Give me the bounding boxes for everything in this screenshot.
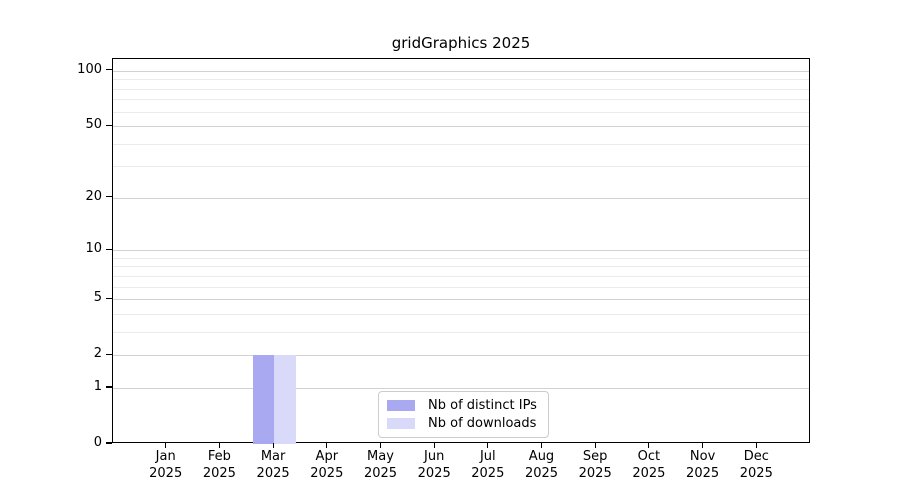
x-tick-label-oct: Oct 2025 bbox=[617, 449, 681, 482]
x-tick-month: Sep bbox=[582, 449, 608, 464]
y-tick-mark bbox=[106, 248, 112, 250]
x-tick-year: 2025 bbox=[632, 465, 666, 481]
gridline-minor bbox=[113, 313, 809, 315]
legend: Nb of distinct IPs Nb of downloads bbox=[378, 391, 549, 438]
x-tick-year: 2025 bbox=[524, 465, 559, 481]
x-tick-year: 2025 bbox=[149, 465, 183, 481]
x-tick-year: 2025 bbox=[471, 465, 505, 481]
y-tick-mark bbox=[106, 124, 112, 126]
x-tick-label-mar: Mar 2025 bbox=[241, 449, 305, 482]
x-tick-label-feb: Feb 2025 bbox=[187, 449, 251, 482]
legend-entry-downloads: Nb of downloads bbox=[387, 416, 537, 431]
plot-area bbox=[112, 58, 810, 444]
x-tick-label-apr: Apr 2025 bbox=[295, 449, 359, 482]
x-tick-mark bbox=[218, 443, 220, 448]
legend-label-downloads: Nb of downloads bbox=[428, 416, 537, 431]
x-tick-mark bbox=[755, 443, 757, 448]
x-tick-label-aug: Aug 2025 bbox=[510, 449, 574, 482]
gridline-minor bbox=[113, 111, 809, 113]
gridline-minor bbox=[113, 143, 809, 145]
x-tick-month: May bbox=[367, 449, 394, 464]
gridline-minor bbox=[113, 99, 809, 101]
x-tick-month: Nov bbox=[689, 449, 716, 464]
y-tick-mark bbox=[106, 297, 112, 299]
bar-downloads-mar-2025 bbox=[274, 355, 296, 444]
x-tick-month: Jun bbox=[424, 449, 445, 464]
x-tick-label-dec: Dec 2025 bbox=[724, 449, 788, 482]
x-tick-mark bbox=[702, 443, 704, 448]
x-tick-month: Feb bbox=[207, 449, 231, 464]
legend-entry-distinct-ips: Nb of distinct IPs bbox=[387, 398, 537, 413]
y-tick-mark bbox=[106, 353, 112, 355]
gridline-major bbox=[113, 126, 809, 128]
x-tick-mark bbox=[326, 443, 328, 448]
y-tick-label: 100 bbox=[77, 61, 102, 77]
x-tick-month: Oct bbox=[637, 449, 661, 464]
gridline-major bbox=[113, 250, 809, 252]
gridline-minor bbox=[113, 275, 809, 277]
x-tick-mark bbox=[272, 443, 274, 448]
y-tick-label: 2 bbox=[93, 346, 102, 362]
gridline-minor bbox=[113, 266, 809, 268]
x-tick-year: 2025 bbox=[363, 465, 398, 481]
gridline-major bbox=[113, 197, 809, 199]
x-tick-year: 2025 bbox=[417, 465, 451, 481]
x-tick-mark bbox=[648, 443, 650, 448]
x-tick-mark bbox=[594, 443, 596, 448]
y-tick-label: 0 bbox=[93, 435, 102, 450]
x-tick-label-jul: Jul 2025 bbox=[456, 449, 520, 482]
y-tick-label: 50 bbox=[85, 117, 102, 133]
x-tick-month: Jan bbox=[155, 449, 176, 464]
x-tick-label-may: May 2025 bbox=[349, 449, 413, 482]
legend-swatch-downloads bbox=[387, 418, 415, 429]
gridline-minor bbox=[113, 257, 809, 259]
x-tick-mark bbox=[433, 443, 435, 448]
gridline-minor bbox=[113, 88, 809, 90]
gridline-major bbox=[113, 299, 809, 301]
x-tick-year: 2025 bbox=[739, 465, 773, 481]
y-tick-mark bbox=[106, 196, 112, 198]
x-tick-year: 2025 bbox=[686, 465, 720, 481]
gridline-major bbox=[113, 388, 809, 389]
x-tick-year: 2025 bbox=[256, 465, 290, 481]
x-tick-label-jun: Jun 2025 bbox=[402, 449, 466, 482]
x-tick-label-sep: Sep 2025 bbox=[563, 449, 627, 482]
gridline-minor bbox=[113, 286, 809, 288]
y-tick-label: 10 bbox=[85, 241, 102, 257]
gridline-major bbox=[113, 355, 809, 357]
legend-label-distinct-ips: Nb of distinct IPs bbox=[428, 398, 537, 413]
gridline-minor bbox=[113, 331, 809, 333]
x-tick-mark bbox=[379, 443, 382, 448]
x-tick-mark bbox=[540, 443, 543, 448]
x-tick-month: Apr bbox=[315, 449, 339, 464]
legend-swatch-distinct-ips bbox=[387, 400, 415, 411]
gridline-major bbox=[113, 70, 809, 72]
y-tick-label: 20 bbox=[85, 188, 102, 204]
x-tick-label-nov: Nov 2025 bbox=[671, 449, 735, 482]
gridline-minor bbox=[113, 166, 809, 168]
x-tick-year: 2025 bbox=[578, 465, 612, 481]
y-tick-label: 5 bbox=[93, 290, 102, 306]
y-tick-mark bbox=[106, 386, 112, 388]
bar-distinct-ips-mar-2025 bbox=[252, 355, 275, 444]
y-tick-label: 1 bbox=[93, 379, 102, 394]
x-tick-year: 2025 bbox=[310, 465, 344, 481]
y-tick-mark bbox=[106, 442, 112, 444]
x-tick-mark bbox=[487, 443, 489, 448]
x-tick-label-jan: Jan 2025 bbox=[134, 449, 198, 482]
x-tick-mark bbox=[165, 443, 167, 448]
x-tick-month: Mar bbox=[260, 449, 286, 464]
chart-title: gridGraphics 2025 bbox=[391, 34, 531, 52]
gridline-minor bbox=[113, 79, 809, 81]
x-tick-month: Aug bbox=[528, 449, 555, 464]
x-tick-month: Jul bbox=[479, 449, 496, 464]
x-tick-month: Dec bbox=[743, 449, 769, 464]
y-tick-mark bbox=[106, 69, 112, 71]
x-tick-year: 2025 bbox=[202, 465, 236, 481]
